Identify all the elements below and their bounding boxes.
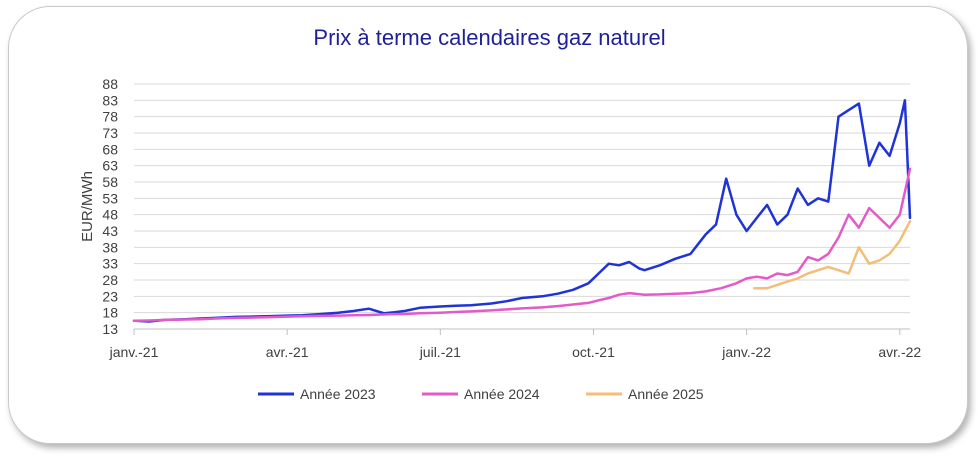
- legend-label: Année 2023: [300, 386, 376, 402]
- series-line: [753, 219, 912, 290]
- y-tick-label: 53: [102, 190, 118, 206]
- y-tick-label: 68: [102, 141, 118, 157]
- y-tick-label: 28: [102, 272, 118, 288]
- y-tick-label: 43: [102, 223, 118, 239]
- x-tick-label: avr.-21: [266, 344, 309, 360]
- legend-label: Année 2025: [628, 386, 704, 402]
- chart-title: Prix à terme calendaires gaz naturel: [313, 25, 666, 50]
- y-tick-label: 38: [102, 239, 118, 255]
- x-tick-label: janv.-22: [721, 344, 771, 360]
- y-tick-label: 58: [102, 174, 118, 190]
- y-tick-label: 73: [102, 125, 118, 141]
- y-tick-label: 23: [102, 288, 118, 304]
- y-tick-label: 63: [102, 158, 118, 174]
- chart-card: [8, 6, 968, 444]
- y-tick-label: 48: [102, 207, 118, 223]
- x-tick-label: juil.-21: [419, 344, 461, 360]
- y-tick-label: 78: [102, 109, 118, 125]
- y-tick-label: 13: [102, 321, 118, 337]
- y-tick-label: 18: [102, 305, 118, 321]
- x-tick-label: avr.-22: [878, 344, 921, 360]
- y-tick-label: 33: [102, 256, 118, 272]
- series-line: [132, 167, 912, 323]
- x-tick-label: oct.-21: [572, 344, 615, 360]
- y-tick-label: 88: [102, 76, 118, 92]
- y-tick-label: 83: [102, 92, 118, 108]
- legend-label: Année 2024: [464, 386, 540, 402]
- x-tick-label: janv.-21: [109, 344, 159, 360]
- y-axis-label: EUR/MWh: [79, 171, 96, 242]
